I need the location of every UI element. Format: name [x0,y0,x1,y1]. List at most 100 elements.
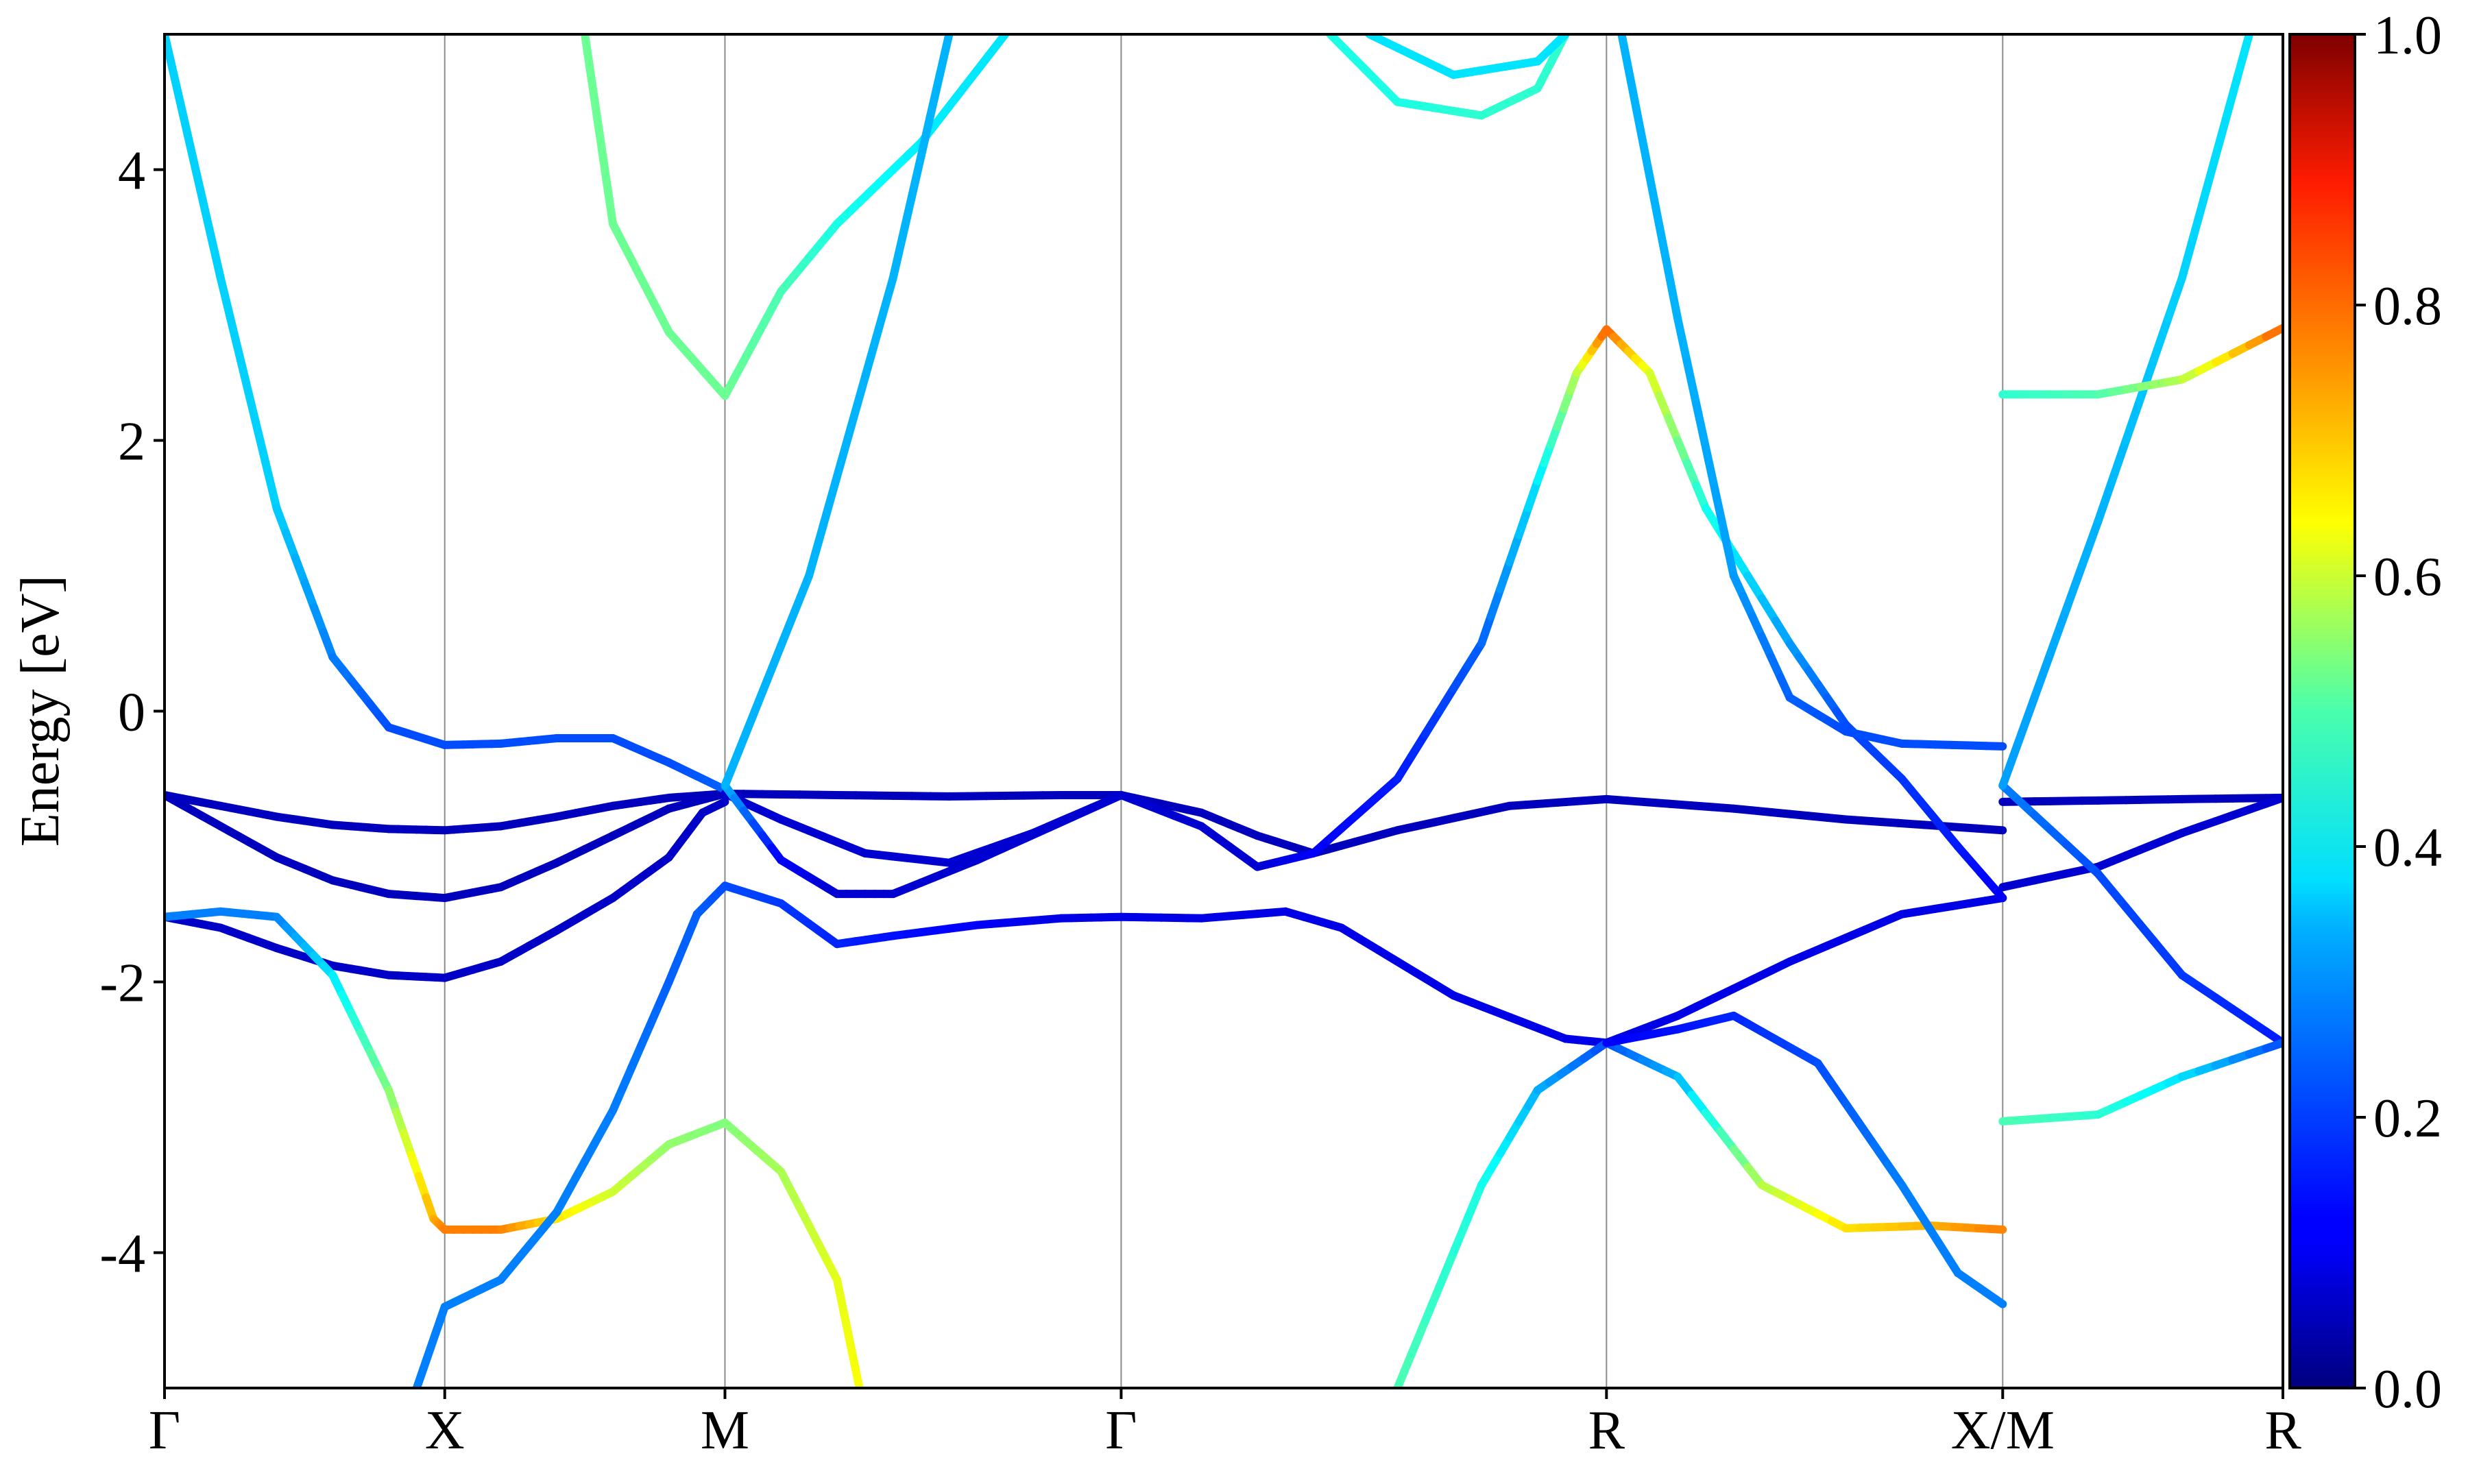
band-segment [2266,328,2283,337]
colorbar-tick-label: 0.8 [2373,276,2442,337]
x-tick-label: R [1588,1400,1625,1461]
band-segment [608,192,613,223]
band-22 [2003,328,2283,395]
band-segment [165,34,174,75]
band-20 [2003,786,2283,1043]
band-segment [211,237,221,278]
band-segment [1510,535,1519,563]
y-tick-label: 2 [118,412,145,472]
y-axis-label: Energy [eV] [10,575,71,847]
band-segment [856,1370,859,1388]
band-segment [1724,533,1734,576]
y-tick-label: -4 [99,1224,145,1285]
band-segment [865,328,879,377]
band-segment [2140,359,2154,400]
y-tick-label: 4 [118,141,145,202]
band-14 [1606,1016,2003,1304]
band-segment [753,681,766,716]
band-segment [2227,75,2238,115]
band-segment [1412,1320,1425,1354]
band-segment [781,611,795,646]
band-segment [1976,829,2003,831]
band-13 [1397,1043,2003,1388]
band-segment [1649,176,1659,223]
colorbar-tick-label: 0.6 [2373,547,2442,607]
colorbar-tick-label: 1.0 [2373,5,2442,66]
band-segment [249,393,258,431]
band-segment [2082,522,2098,565]
y-tick-label: 0 [118,683,145,743]
band-21 [2003,34,2249,786]
y-tick-label: -2 [99,953,145,1014]
band-segment [590,66,594,97]
band-12 [585,34,725,396]
band-10 [725,34,1005,396]
band-segment [1659,224,1669,271]
band-segment [991,34,1005,52]
band-segment [851,377,864,426]
band-19 [2003,798,2283,887]
band-segment [1425,1287,1439,1320]
band-18 [2003,798,2283,802]
band-segment [940,34,949,75]
band-segment [1491,589,1501,617]
band-9 [725,786,1121,894]
band-segment [1696,404,1706,448]
band-segment [2266,1043,2283,1048]
band-segment [2098,481,2112,522]
band-segment [1468,1185,1481,1219]
band-segment [2154,319,2168,359]
band-segment [258,431,267,470]
band-segment [585,34,590,66]
band-segment [716,385,725,396]
band-segment [912,156,921,197]
band-segment [1995,1299,2003,1304]
band-segment [1687,361,1697,404]
band-segment [1678,319,1687,362]
band-segment [921,116,931,156]
colorbar-ticks: 0.00.20.40.60.81.0 [2355,5,2442,1420]
band-segment [2238,34,2249,75]
plot-frame [165,34,2283,1388]
band-segment [902,197,912,237]
band-segment [721,802,725,804]
band-segment [795,576,809,611]
band-segment [739,716,753,751]
band-7 [725,794,2003,853]
band-6 [417,886,2003,1388]
band-segment [230,316,239,354]
x-tick-label: Γ [1105,1400,1137,1461]
band-segment [183,116,193,156]
band-segment [2205,156,2216,197]
x-tick-label: R [2264,1400,2301,1461]
band-segment [221,278,230,317]
band-segment [2066,565,2082,609]
band-segment [603,160,608,192]
colorbar-tick-label: 0.0 [2373,1359,2442,1420]
band-segment [2266,798,2283,804]
band-segment [1706,447,1715,490]
band-segment [599,129,604,160]
band-segment [2168,278,2181,319]
colorbar [2290,34,2355,1388]
band-segment [2182,237,2193,278]
band-segment [2018,698,2034,742]
band-segment [2216,116,2227,156]
band-segment [879,278,893,328]
band-segment [1641,129,1650,176]
x-tick-label: Γ [149,1400,180,1461]
band-segment [594,97,599,129]
band-segment [930,75,940,115]
band-segment [174,75,184,115]
band-segment [202,197,211,237]
band-segment [1669,271,1678,319]
band-segment [767,646,781,681]
band-segment [239,354,249,393]
band-segment [2035,654,2050,698]
band-segment [893,237,903,278]
band-segment [809,526,823,576]
band-segment [1397,1354,1411,1388]
band-segment [1440,1253,1453,1287]
